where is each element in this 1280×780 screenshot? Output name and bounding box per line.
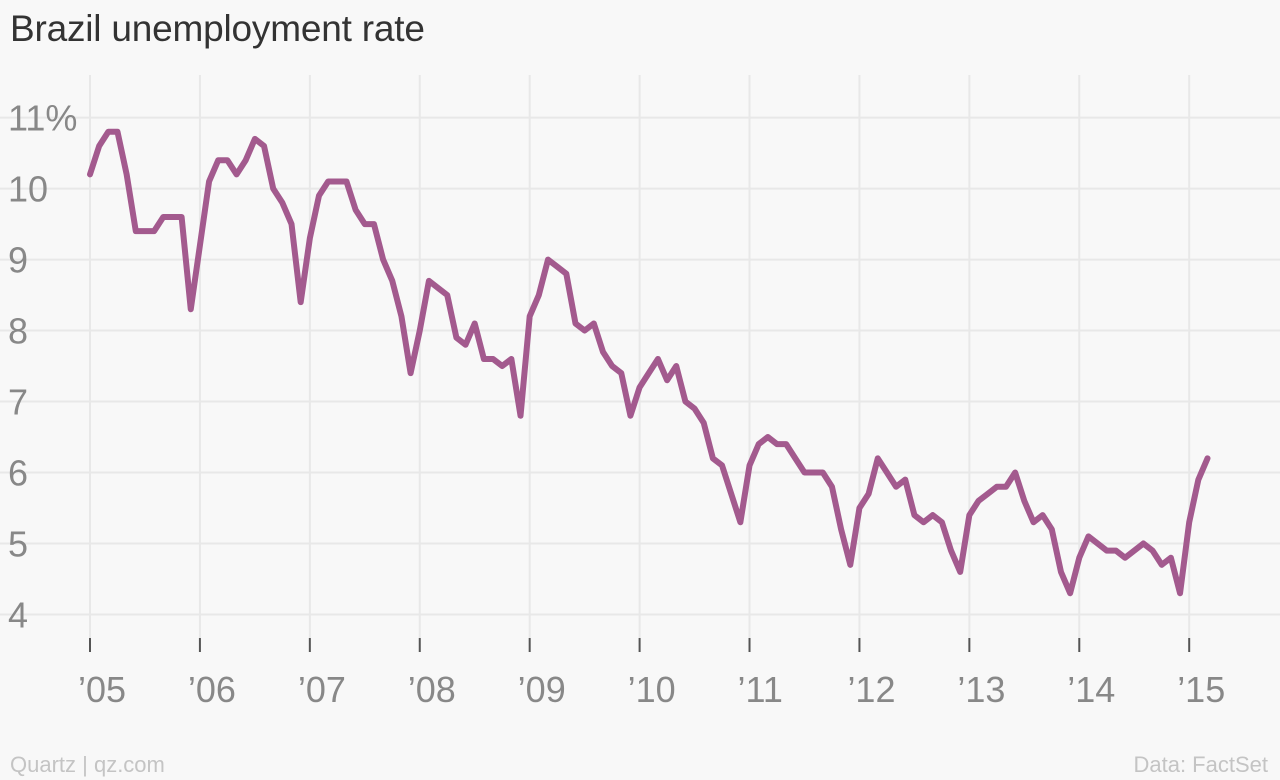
- y-axis: 4 5 6 7 8 9 10 11%: [8, 98, 77, 636]
- series-line: [87, 128, 1211, 597]
- chart-title: Brazil unemployment rate: [10, 8, 425, 49]
- x-tick-label: ’09: [518, 669, 566, 710]
- y-tick-label: 4: [8, 595, 28, 636]
- x-axis: ’05 ’06 ’07 ’08 ’09 ’10 ’11 ’12 ’13 ’14 ’15: [78, 669, 1225, 710]
- x-tick-label: ’11: [738, 669, 783, 710]
- x-tick-label: ’13: [957, 669, 1005, 710]
- y-tick-label: 11%: [8, 98, 77, 139]
- y-tick-label: 5: [8, 524, 28, 565]
- data-points: [89, 131, 1208, 594]
- footer-source: Quartz | qz.com: [10, 752, 165, 777]
- x-tick-label: ’14: [1067, 669, 1115, 710]
- x-tick-label: ’06: [188, 669, 236, 710]
- y-tick-label: 10: [8, 169, 48, 210]
- y-tick-label: 7: [8, 382, 28, 423]
- footer-data-credit: Data: FactSet: [1133, 752, 1268, 777]
- grid: [0, 75, 1280, 652]
- y-tick-label: 8: [8, 311, 28, 352]
- y-tick-label: 9: [8, 240, 28, 281]
- x-tick-label: ’08: [408, 669, 456, 710]
- x-tick-label: ’10: [628, 669, 676, 710]
- y-tick-label: 6: [8, 453, 28, 494]
- x-tick-label: ’12: [847, 669, 895, 710]
- x-tick-label: ’07: [298, 669, 346, 710]
- x-tick-label: ’15: [1177, 669, 1225, 710]
- x-tick-label: ’05: [78, 669, 126, 710]
